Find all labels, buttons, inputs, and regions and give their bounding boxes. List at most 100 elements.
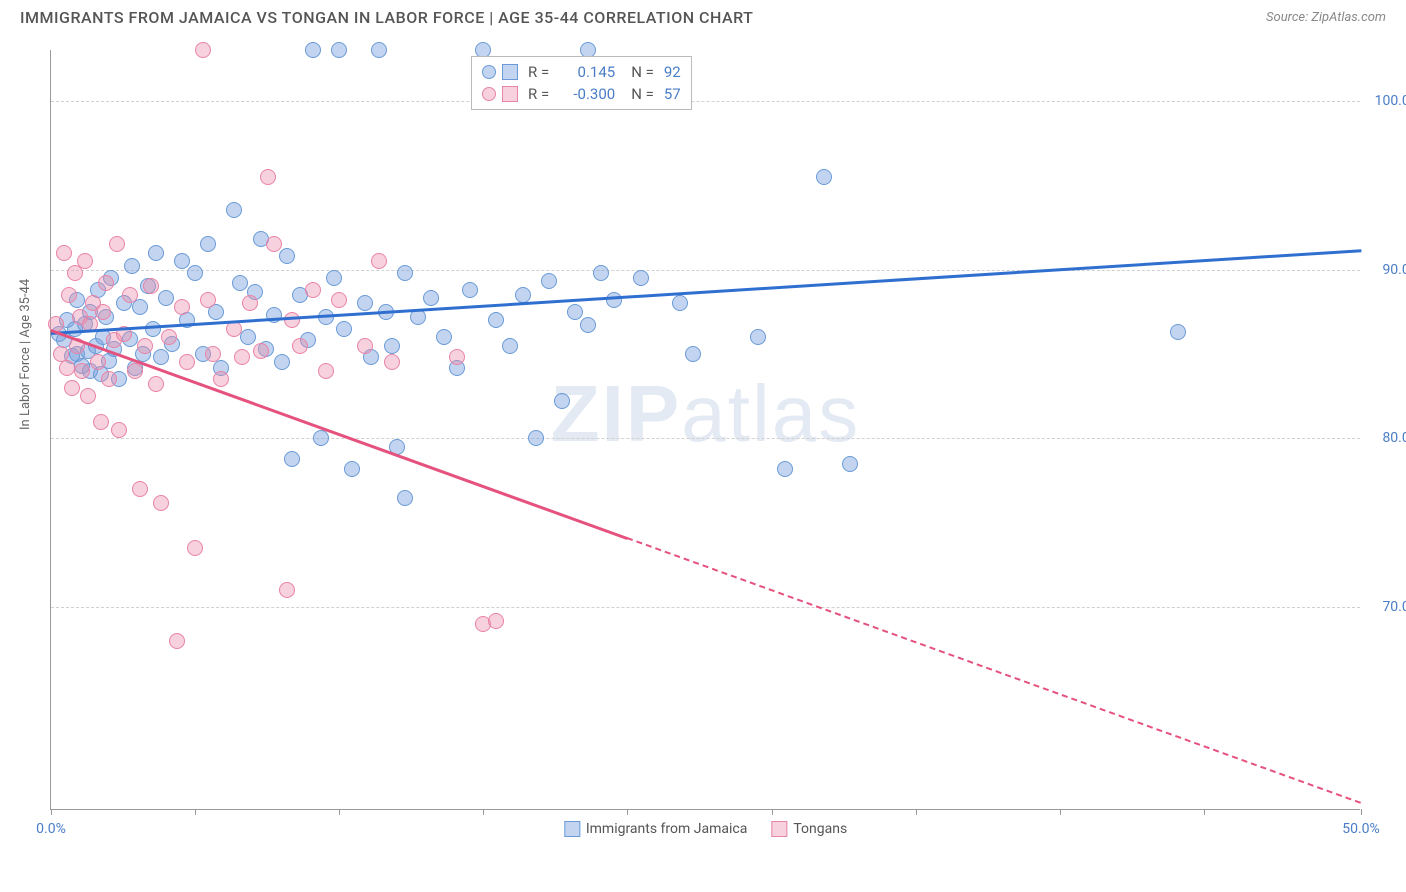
legend-marker-icon — [482, 65, 496, 79]
gridline-horizontal — [51, 270, 1360, 271]
legend-r-label: R = — [528, 85, 549, 103]
scatter-point — [750, 329, 766, 345]
scatter-point — [331, 292, 347, 308]
scatter-point — [148, 245, 164, 261]
scatter-point — [580, 317, 596, 333]
scatter-point — [357, 295, 373, 311]
x-tick — [772, 809, 773, 815]
scatter-point — [279, 582, 295, 598]
scatter-point — [384, 354, 400, 370]
y-tick-label: 100.0% — [1375, 93, 1406, 109]
scatter-point — [101, 371, 117, 387]
scatter-point — [541, 273, 557, 289]
scatter-point — [633, 270, 649, 286]
scatter-point — [174, 253, 190, 269]
trend-line — [627, 537, 1361, 804]
series-legend: Immigrants from Jamaica Tongans — [564, 821, 847, 837]
x-tick — [195, 809, 196, 815]
scatter-point — [200, 236, 216, 252]
scatter-point — [195, 42, 211, 58]
y-axis-label: In Labor Force | Age 35-44 — [18, 279, 33, 430]
legend-marker-icon — [482, 87, 496, 101]
scatter-point — [234, 349, 250, 365]
scatter-point — [111, 422, 127, 438]
gridline-horizontal — [51, 438, 1360, 439]
legend-r-value: 0.145 — [555, 63, 615, 81]
scatter-point — [371, 42, 387, 58]
legend-row: R =0.145N =92 — [482, 61, 681, 83]
scatter-point — [148, 376, 164, 392]
scatter-point — [74, 363, 90, 379]
scatter-point — [179, 354, 195, 370]
scatter-point — [313, 430, 329, 446]
scatter-point — [397, 265, 413, 281]
chart-title: IMMIGRANTS FROM JAMAICA VS TONGAN IN LAB… — [20, 8, 753, 27]
y-tick-label: 90.0% — [1382, 262, 1406, 278]
scatter-point — [554, 393, 570, 409]
x-tick — [1204, 809, 1205, 815]
scatter-point — [127, 363, 143, 379]
y-tick-label: 70.0% — [1382, 599, 1406, 615]
scatter-point — [305, 42, 321, 58]
scatter-point — [124, 258, 140, 274]
scatter-point — [502, 338, 518, 354]
scatter-point — [153, 495, 169, 511]
scatter-point — [242, 295, 258, 311]
source-attribution: Source: ZipAtlas.com — [1266, 10, 1386, 25]
scatter-chart: ZIPatlas 70.0%80.0%90.0%100.0%0.0%50.0%R… — [50, 50, 1360, 810]
scatter-point — [397, 490, 413, 506]
scatter-point — [593, 265, 609, 281]
scatter-point — [274, 354, 290, 370]
scatter-point — [93, 414, 109, 430]
scatter-point — [80, 388, 96, 404]
x-tick-label: 50.0% — [1342, 821, 1380, 837]
legend-color-icon — [771, 821, 787, 837]
legend-item: Immigrants from Jamaica — [564, 821, 748, 837]
scatter-point — [284, 312, 300, 328]
scatter-point — [685, 346, 701, 362]
correlation-legend: R =0.145N =92R =-0.300N =57 — [471, 56, 692, 110]
scatter-point — [292, 338, 308, 354]
scatter-point — [98, 275, 114, 291]
legend-n-value: 57 — [664, 85, 681, 103]
scatter-point — [326, 270, 342, 286]
scatter-point — [260, 169, 276, 185]
legend-n-value: 92 — [664, 63, 681, 81]
scatter-point — [205, 346, 221, 362]
scatter-point — [56, 245, 72, 261]
scatter-point — [305, 282, 321, 298]
legend-color-icon — [564, 821, 580, 837]
scatter-point — [169, 633, 185, 649]
scatter-point — [606, 292, 622, 308]
scatter-point — [331, 42, 347, 58]
scatter-point — [284, 451, 300, 467]
legend-square-icon — [502, 64, 518, 80]
scatter-point — [842, 456, 858, 472]
x-tick — [483, 809, 484, 815]
scatter-point — [61, 287, 77, 303]
scatter-point — [423, 290, 439, 306]
scatter-point — [95, 304, 111, 320]
scatter-point — [266, 236, 282, 252]
legend-item: Tongans — [771, 821, 847, 837]
scatter-point — [77, 253, 93, 269]
scatter-point — [672, 295, 688, 311]
scatter-point — [279, 248, 295, 264]
scatter-point — [187, 540, 203, 556]
x-tick — [916, 809, 917, 815]
legend-row: R =-0.300N =57 — [482, 83, 681, 105]
scatter-point — [528, 430, 544, 446]
scatter-point — [816, 169, 832, 185]
scatter-point — [253, 343, 269, 359]
scatter-point — [132, 481, 148, 497]
scatter-point — [462, 282, 478, 298]
scatter-point — [232, 275, 248, 291]
legend-r-label: R = — [528, 63, 549, 81]
scatter-point — [357, 338, 373, 354]
scatter-point — [1170, 324, 1186, 340]
scatter-point — [449, 349, 465, 365]
scatter-point — [436, 329, 452, 345]
scatter-point — [109, 236, 125, 252]
x-tick — [51, 809, 52, 815]
scatter-point — [515, 287, 531, 303]
